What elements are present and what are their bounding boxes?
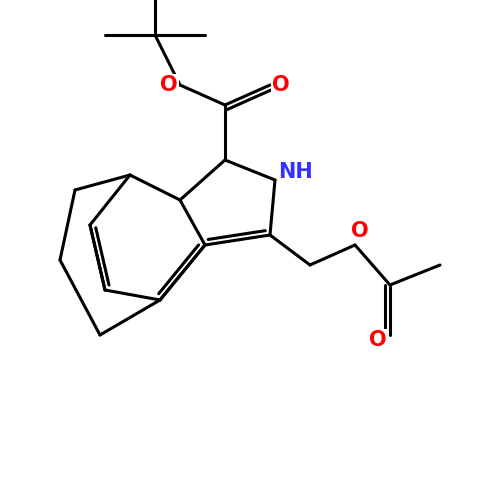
Text: O: O [368, 330, 386, 350]
Text: O: O [351, 221, 369, 241]
Text: O: O [160, 75, 178, 95]
Text: O: O [272, 75, 290, 95]
Text: NH: NH [278, 162, 314, 182]
